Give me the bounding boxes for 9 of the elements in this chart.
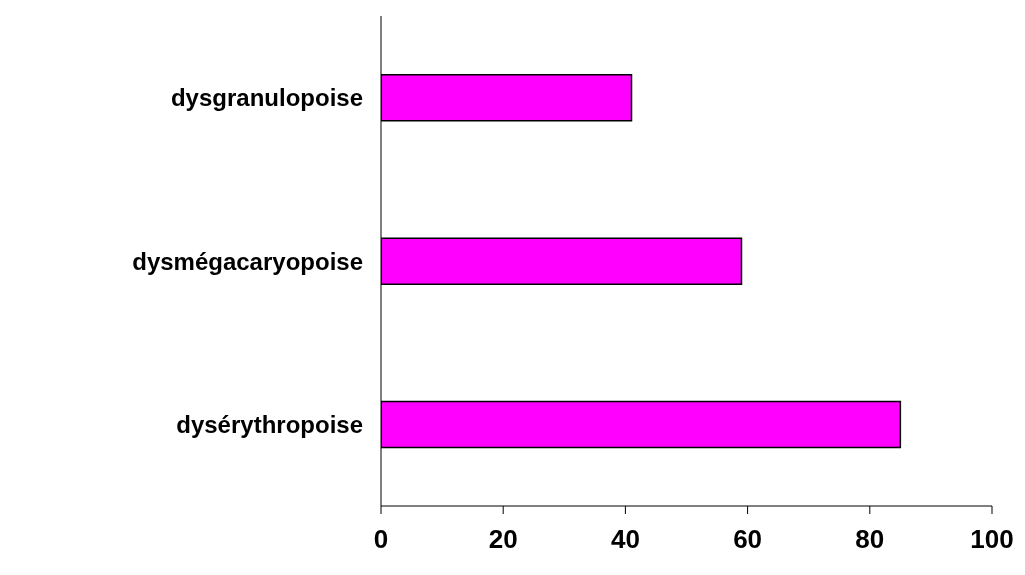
x-tick-label: 80 bbox=[855, 524, 885, 555]
x-tick-label: 100 bbox=[970, 524, 1014, 555]
x-tick-label: 40 bbox=[610, 524, 640, 555]
y-tick-label: dysgranulopoise bbox=[170, 84, 363, 112]
y-tick-label: dysérythropoise bbox=[176, 410, 363, 438]
x-tick-label: 20 bbox=[488, 524, 518, 555]
x-tick-label: 60 bbox=[733, 524, 763, 555]
x-tick-label: 0 bbox=[373, 524, 389, 555]
y-tick-label: dysmégacaryopoise bbox=[132, 247, 363, 275]
